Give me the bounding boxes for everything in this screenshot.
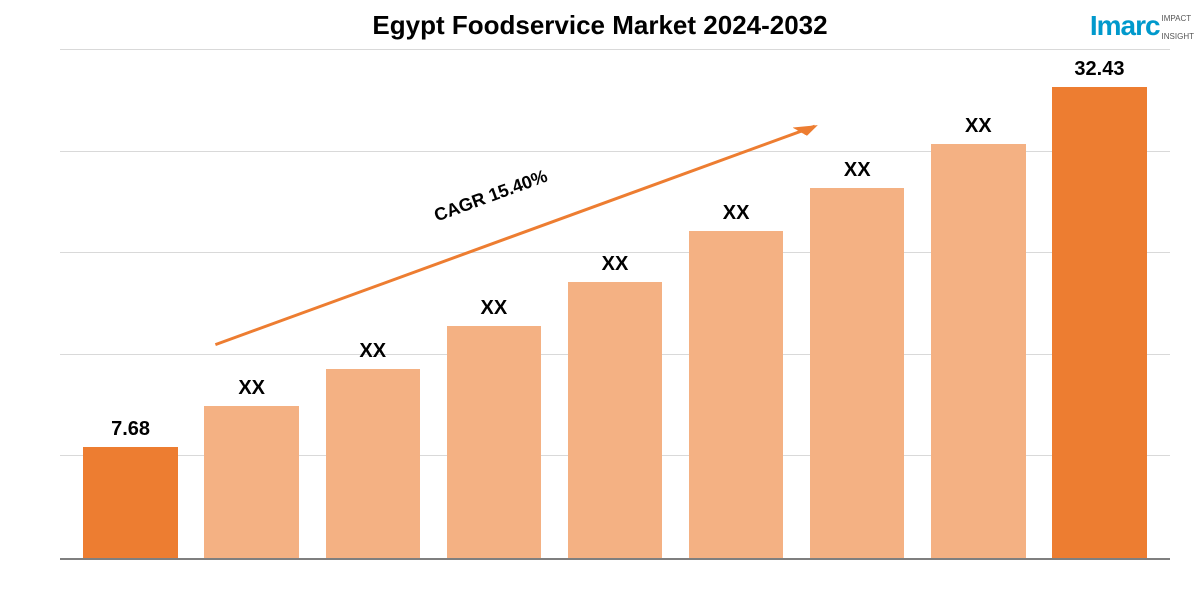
bar [568, 282, 662, 558]
bar-value-label: XX [481, 297, 508, 320]
bar-wrap: 7.68 [70, 50, 191, 558]
bar-wrap: XX [676, 50, 797, 558]
bar [931, 144, 1025, 558]
logo-sub-text: IMPACT INSIGHT [1162, 8, 1194, 44]
plot-area: 7.68XXXXXXXXXXXXXX32.43 CAGR 15.40% [60, 50, 1170, 560]
bar-wrap: XX [433, 50, 554, 558]
bar-value-label: XX [844, 159, 871, 182]
bar [810, 188, 904, 558]
bar-value-label: XX [965, 115, 992, 138]
bar-value-label: XX [238, 377, 265, 400]
bar-wrap: XX [918, 50, 1039, 558]
bar [83, 447, 177, 558]
bar-wrap: XX [191, 50, 312, 558]
bar-wrap: XX [312, 50, 433, 558]
bar-wrap: 32.43 [1039, 50, 1160, 558]
bar-value-label: XX [723, 202, 750, 225]
bar [447, 326, 541, 558]
chart-title: Egypt Foodservice Market 2024-2032 [0, 10, 1200, 41]
bar-value-label: 32.43 [1074, 58, 1124, 81]
bar [1052, 87, 1146, 558]
brand-logo: Imarc IMPACT INSIGHT [1090, 8, 1194, 44]
bar [326, 369, 420, 558]
bar-wrap: XX [797, 50, 918, 558]
logo-main-text: Imarc [1090, 10, 1160, 42]
bars-container: 7.68 XX XX XX XX XX XX XX 32.43 [60, 50, 1170, 558]
bar-wrap: XX [554, 50, 675, 558]
bar-value-label: XX [359, 340, 386, 363]
bar-value-label: XX [602, 253, 629, 276]
bar [204, 406, 298, 558]
bar [689, 231, 783, 558]
bar-value-label: 7.68 [111, 418, 150, 441]
